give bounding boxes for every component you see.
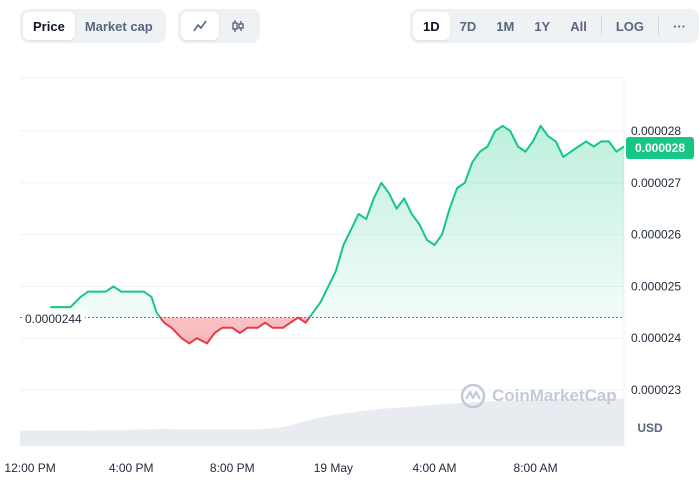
- price-line-up: [50, 124, 625, 318]
- volume-area: [20, 398, 624, 446]
- y-tick-label: 0.000023: [631, 383, 681, 397]
- area-below-reference: [50, 317, 624, 344]
- y-tick-label: 0.000027: [631, 176, 681, 190]
- candlestick-icon: [232, 20, 244, 32]
- volume-fill: [20, 398, 624, 446]
- chart-type-toggle: [178, 9, 260, 43]
- coinmarketcap-logo-icon: [460, 383, 486, 409]
- y-axis: 0.000028 0.000027 0.000026 0.000025 0.000024…: [631, 124, 681, 397]
- tab-price[interactable]: Price: [23, 12, 75, 40]
- currency-label: USD: [637, 421, 663, 435]
- line-chart-icon: [193, 20, 207, 32]
- toolbar-divider: [658, 17, 660, 35]
- metric-toggle: Price Market cap: [20, 9, 166, 43]
- x-tick-label: 19 May: [314, 461, 353, 475]
- y-tick-label: 0.000025: [631, 279, 681, 293]
- toolbar-divider: [600, 17, 602, 35]
- x-tick-label: 8:00 PM: [210, 461, 255, 475]
- range-7d-button[interactable]: 7D: [459, 18, 477, 34]
- y-tick-label: 0.000026: [631, 228, 681, 242]
- x-tick-label: 12:00 PM: [4, 461, 55, 475]
- range-1d-button[interactable]: 1D: [413, 12, 450, 40]
- coinmarketcap-watermark: CoinMarketCap: [460, 382, 617, 410]
- more-options-button[interactable]: ···: [673, 18, 687, 34]
- y-tick-label: 0.000024: [631, 331, 681, 345]
- area-above-reference: [50, 125, 624, 318]
- log-scale-button[interactable]: LOG: [615, 18, 645, 34]
- candlestick-button[interactable]: [219, 12, 257, 40]
- line-chart-button[interactable]: [181, 12, 219, 40]
- price-line: [50, 124, 625, 345]
- y-tick-label: 0.000028: [631, 124, 681, 138]
- range-1y-button[interactable]: 1Y: [534, 18, 551, 34]
- reference-price-tag: 0.0000244: [22, 311, 85, 327]
- tab-market-cap[interactable]: Market cap: [84, 18, 153, 34]
- current-price-tag: 0.000028: [626, 137, 694, 159]
- x-tick-label: 4:00 AM: [412, 461, 456, 475]
- range-1m-button[interactable]: 1M: [496, 18, 515, 34]
- x-tick-label: 8:00 AM: [514, 461, 558, 475]
- range-all-button[interactable]: All: [570, 18, 587, 34]
- price-area-fill: [50, 125, 624, 344]
- x-tick-label: 4:00 PM: [109, 461, 154, 475]
- range-toggle: 1D 7D 1M 1Y All LOG ···: [410, 9, 700, 43]
- x-axis: 12:00 PM 4:00 PM 8:00 PM 19 May 4:00 AM 8:00 …: [4, 461, 557, 475]
- watermark-text: CoinMarketCap: [492, 386, 617, 405]
